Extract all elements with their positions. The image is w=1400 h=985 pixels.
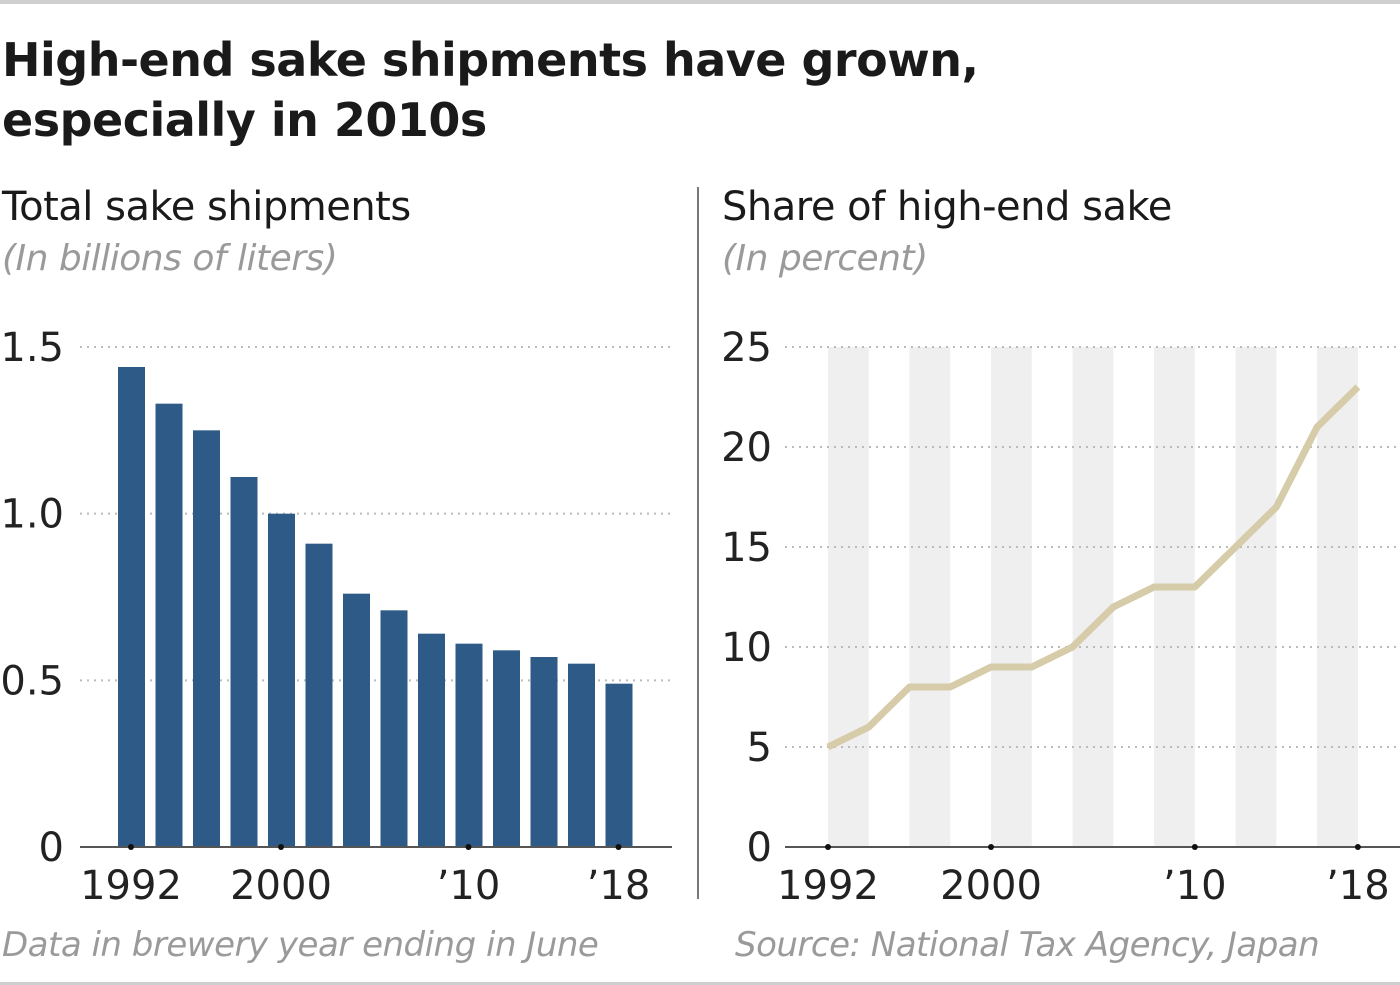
- bar: [493, 650, 520, 847]
- x-tick-dot: [278, 844, 284, 850]
- bar: [455, 643, 483, 847]
- y-tick-label: 10: [721, 625, 772, 671]
- y-tick-label: 20: [721, 425, 772, 471]
- bar: [230, 477, 258, 847]
- bar: [530, 657, 558, 847]
- left-chart-unit: (In billions of liters): [2, 238, 338, 279]
- right-chart-title: Share of high-end sake: [722, 184, 1172, 230]
- x-tick-label: ’10: [437, 863, 501, 909]
- bar: [605, 683, 633, 847]
- x-tick-dot: [1354, 844, 1361, 850]
- y-tick-label: 25: [721, 325, 772, 371]
- y-tick-label: 0.5: [0, 658, 64, 704]
- bar: [193, 430, 220, 847]
- chart-title: High-end sake shipments have grown, espe…: [2, 30, 979, 150]
- top-rule: [0, 0, 1400, 4]
- y-tick-label: 0: [39, 825, 64, 871]
- x-tick-label: ’18: [1326, 863, 1390, 909]
- right-chart-unit: (In percent): [722, 238, 928, 279]
- title-line-1: High-end sake shipments have grown,: [2, 33, 979, 87]
- x-tick-label: 2000: [230, 863, 332, 909]
- x-tick-dot: [825, 844, 831, 850]
- bar: [268, 513, 295, 847]
- bar: [380, 610, 408, 847]
- x-tick-dot: [988, 844, 995, 850]
- background-band: [1072, 347, 1114, 847]
- bar: [418, 633, 445, 847]
- x-tick-label: ’10: [1163, 863, 1227, 909]
- x-tick-dot: [1191, 844, 1198, 850]
- x-tick-label: 2000: [940, 863, 1042, 909]
- background-band: [1317, 347, 1358, 847]
- share-line: [826, 384, 1361, 751]
- bar: [568, 663, 595, 847]
- title-line-2: especially in 2010s: [2, 93, 487, 147]
- bottom-rule: [0, 982, 1400, 985]
- x-tick-label: 1992: [80, 863, 182, 909]
- footnote: Data in brewery year ending in June: [2, 925, 599, 965]
- panel-divider: [697, 187, 699, 899]
- y-tick-label: 0: [747, 825, 772, 871]
- y-tick-label: 15: [721, 525, 772, 571]
- x-tick-dot: [615, 844, 622, 850]
- y-tick-label: 1.5: [0, 325, 64, 371]
- bar: [155, 403, 183, 847]
- x-tick-label: ’18: [587, 863, 651, 909]
- x-tick-label: 1992: [777, 863, 879, 909]
- bar: [118, 367, 145, 847]
- background-band: [1235, 347, 1277, 847]
- y-tick-label: 5: [747, 725, 772, 771]
- source-note: Source: National Tax Agency, Japan: [735, 925, 1320, 965]
- bar: [343, 593, 370, 847]
- background-band: [991, 347, 1032, 847]
- x-tick-dot: [128, 844, 134, 850]
- bar: [305, 543, 333, 847]
- x-tick-dot: [465, 844, 472, 850]
- left-chart-title: Total sake shipments: [2, 184, 411, 230]
- y-tick-label: 1.0: [0, 492, 64, 538]
- background-band: [1154, 347, 1195, 847]
- background-band: [828, 347, 869, 847]
- background-band: [909, 347, 951, 847]
